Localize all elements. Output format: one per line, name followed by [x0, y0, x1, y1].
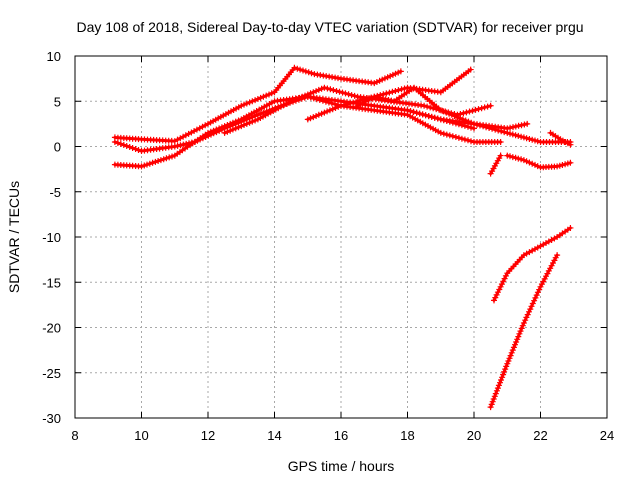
series-markers: [487, 252, 561, 411]
series-8: [487, 152, 504, 177]
series-12: [487, 252, 561, 411]
series-markers: [487, 152, 504, 177]
series-markers: [504, 152, 574, 171]
series-9: [504, 152, 574, 171]
series-7: [404, 107, 531, 132]
series-markers: [404, 107, 531, 132]
x-tick-label: 24: [600, 428, 614, 443]
x-tick-label: 18: [400, 428, 414, 443]
x-axis-label: GPS time / hours: [288, 458, 395, 474]
series-4: [221, 84, 494, 136]
x-tick-label: 14: [267, 428, 281, 443]
series-5: [304, 66, 474, 123]
y-tick-label: 10: [47, 49, 61, 64]
x-tick-label: 22: [533, 428, 547, 443]
series-11: [491, 224, 574, 304]
y-tick-label: -15: [42, 275, 61, 290]
x-tick-label: 12: [201, 428, 215, 443]
series-1: [111, 64, 404, 145]
y-tick-label: -20: [42, 321, 61, 336]
y-tick-label: 0: [54, 140, 61, 155]
series-markers: [491, 224, 574, 304]
x-tick-label: 10: [134, 428, 148, 443]
y-tick-label: -30: [42, 411, 61, 426]
series-10: [547, 129, 574, 148]
x-tick-label: 20: [467, 428, 481, 443]
y-tick-label: -5: [49, 185, 61, 200]
data-series: [111, 64, 574, 411]
chart-title: Day 108 of 2018, Sidereal Day-to-day VTE…: [76, 19, 583, 35]
x-tick-label: 16: [334, 428, 348, 443]
series-line: [113, 95, 503, 153]
series-markers: [111, 93, 504, 154]
y-tick-label: 5: [54, 94, 61, 109]
grid: [75, 56, 607, 418]
y-tick-label: -25: [42, 366, 61, 381]
axis-ticks: 8 10 12 14 16 18 20 22 24 10 5 0 -5 -10 -15 -20 -25 -30: [42, 49, 614, 443]
y-tick-label: -10: [42, 230, 61, 245]
y-axis-label: SDTVAR / TECUs: [6, 181, 22, 293]
series-markers: [111, 64, 404, 145]
series-line: [492, 226, 572, 302]
x-tick-label: 8: [71, 428, 78, 443]
series-markers: [547, 129, 574, 148]
series-markers: [221, 84, 494, 136]
series-markers: [304, 66, 474, 123]
series-3: [111, 93, 504, 154]
